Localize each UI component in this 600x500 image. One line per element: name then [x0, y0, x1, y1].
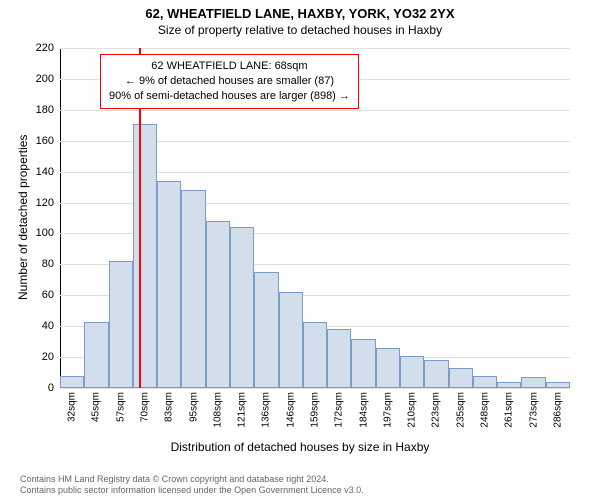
histogram-bar — [60, 376, 84, 388]
chart-subtitle: Size of property relative to detached ho… — [0, 21, 600, 37]
y-tick-label: 100 — [24, 227, 54, 239]
histogram-bar — [376, 348, 400, 388]
histogram-bar — [546, 382, 570, 388]
y-axis-title: Number of detached properties — [16, 135, 30, 300]
histogram-bar — [230, 227, 254, 388]
x-tick-label: 121sqm — [237, 392, 248, 428]
y-tick-label: 220 — [24, 42, 54, 54]
histogram-bar — [303, 322, 327, 388]
info-box-line: 90% of semi-detached houses are larger (… — [109, 89, 350, 104]
footer-line-2: Contains public sector information licen… — [20, 485, 580, 496]
histogram-bar — [206, 221, 230, 388]
x-tick-label: 95sqm — [188, 392, 199, 422]
y-tick-label: 20 — [24, 351, 54, 363]
y-tick-label: 140 — [24, 166, 54, 178]
x-tick-label: 159sqm — [310, 392, 321, 428]
histogram-bar — [181, 190, 205, 388]
histogram-bar — [327, 329, 351, 388]
histogram-bar — [449, 368, 473, 388]
histogram-bar — [521, 377, 545, 388]
info-box-line: ← 9% of detached houses are smaller (87) — [109, 74, 350, 89]
x-tick-label: 108sqm — [212, 392, 223, 428]
x-tick-label: 172sqm — [334, 392, 345, 428]
info-box: 62 WHEATFIELD LANE: 68sqm← 9% of detache… — [100, 54, 359, 109]
y-tick-label: 80 — [24, 258, 54, 270]
histogram-bar — [497, 382, 521, 388]
x-tick-label: 70sqm — [140, 392, 151, 422]
histogram-bar — [254, 272, 278, 388]
histogram-bar — [473, 376, 497, 388]
x-tick-label: 261sqm — [504, 392, 515, 428]
x-tick-label: 248sqm — [480, 392, 491, 428]
x-tick-label: 210sqm — [407, 392, 418, 428]
histogram-bar — [157, 181, 181, 388]
y-tick-label: 40 — [24, 320, 54, 332]
histogram-bar — [133, 124, 157, 388]
y-tick-label: 120 — [24, 197, 54, 209]
y-tick-label: 200 — [24, 73, 54, 85]
x-tick-label: 32sqm — [67, 392, 78, 422]
x-tick-label: 286sqm — [552, 392, 563, 428]
footer-line-1: Contains HM Land Registry data © Crown c… — [20, 474, 580, 485]
x-tick-label: 146sqm — [285, 392, 296, 428]
y-tick-label: 180 — [24, 104, 54, 116]
x-tick-label: 273sqm — [528, 392, 539, 428]
histogram-bar — [109, 261, 133, 388]
histogram-bar — [351, 339, 375, 388]
y-tick-label: 160 — [24, 135, 54, 147]
x-tick-label: 197sqm — [382, 392, 393, 428]
grid-line — [60, 388, 570, 389]
histogram-bar — [279, 292, 303, 388]
histogram-bar — [84, 322, 108, 388]
x-tick-label: 184sqm — [358, 392, 369, 428]
footer-attribution: Contains HM Land Registry data © Crown c… — [20, 474, 580, 497]
x-tick-label: 136sqm — [261, 392, 272, 428]
plot-region: 02040608010012014016018020022032sqm45sqm… — [60, 48, 570, 388]
info-box-line: 62 WHEATFIELD LANE: 68sqm — [109, 59, 350, 74]
y-tick-label: 0 — [24, 382, 54, 394]
x-tick-label: 83sqm — [164, 392, 175, 422]
chart-area: 02040608010012014016018020022032sqm45sqm… — [60, 48, 570, 388]
x-tick-label: 235sqm — [455, 392, 466, 428]
histogram-bar — [424, 360, 448, 388]
y-tick-label: 60 — [24, 289, 54, 301]
x-tick-label: 45sqm — [91, 392, 102, 422]
x-tick-label: 223sqm — [431, 392, 442, 428]
histogram-bar — [400, 356, 424, 388]
x-tick-label: 57sqm — [115, 392, 126, 422]
chart-title: 62, WHEATFIELD LANE, HAXBY, YORK, YO32 2… — [0, 0, 600, 21]
x-axis-title: Distribution of detached houses by size … — [0, 440, 600, 454]
